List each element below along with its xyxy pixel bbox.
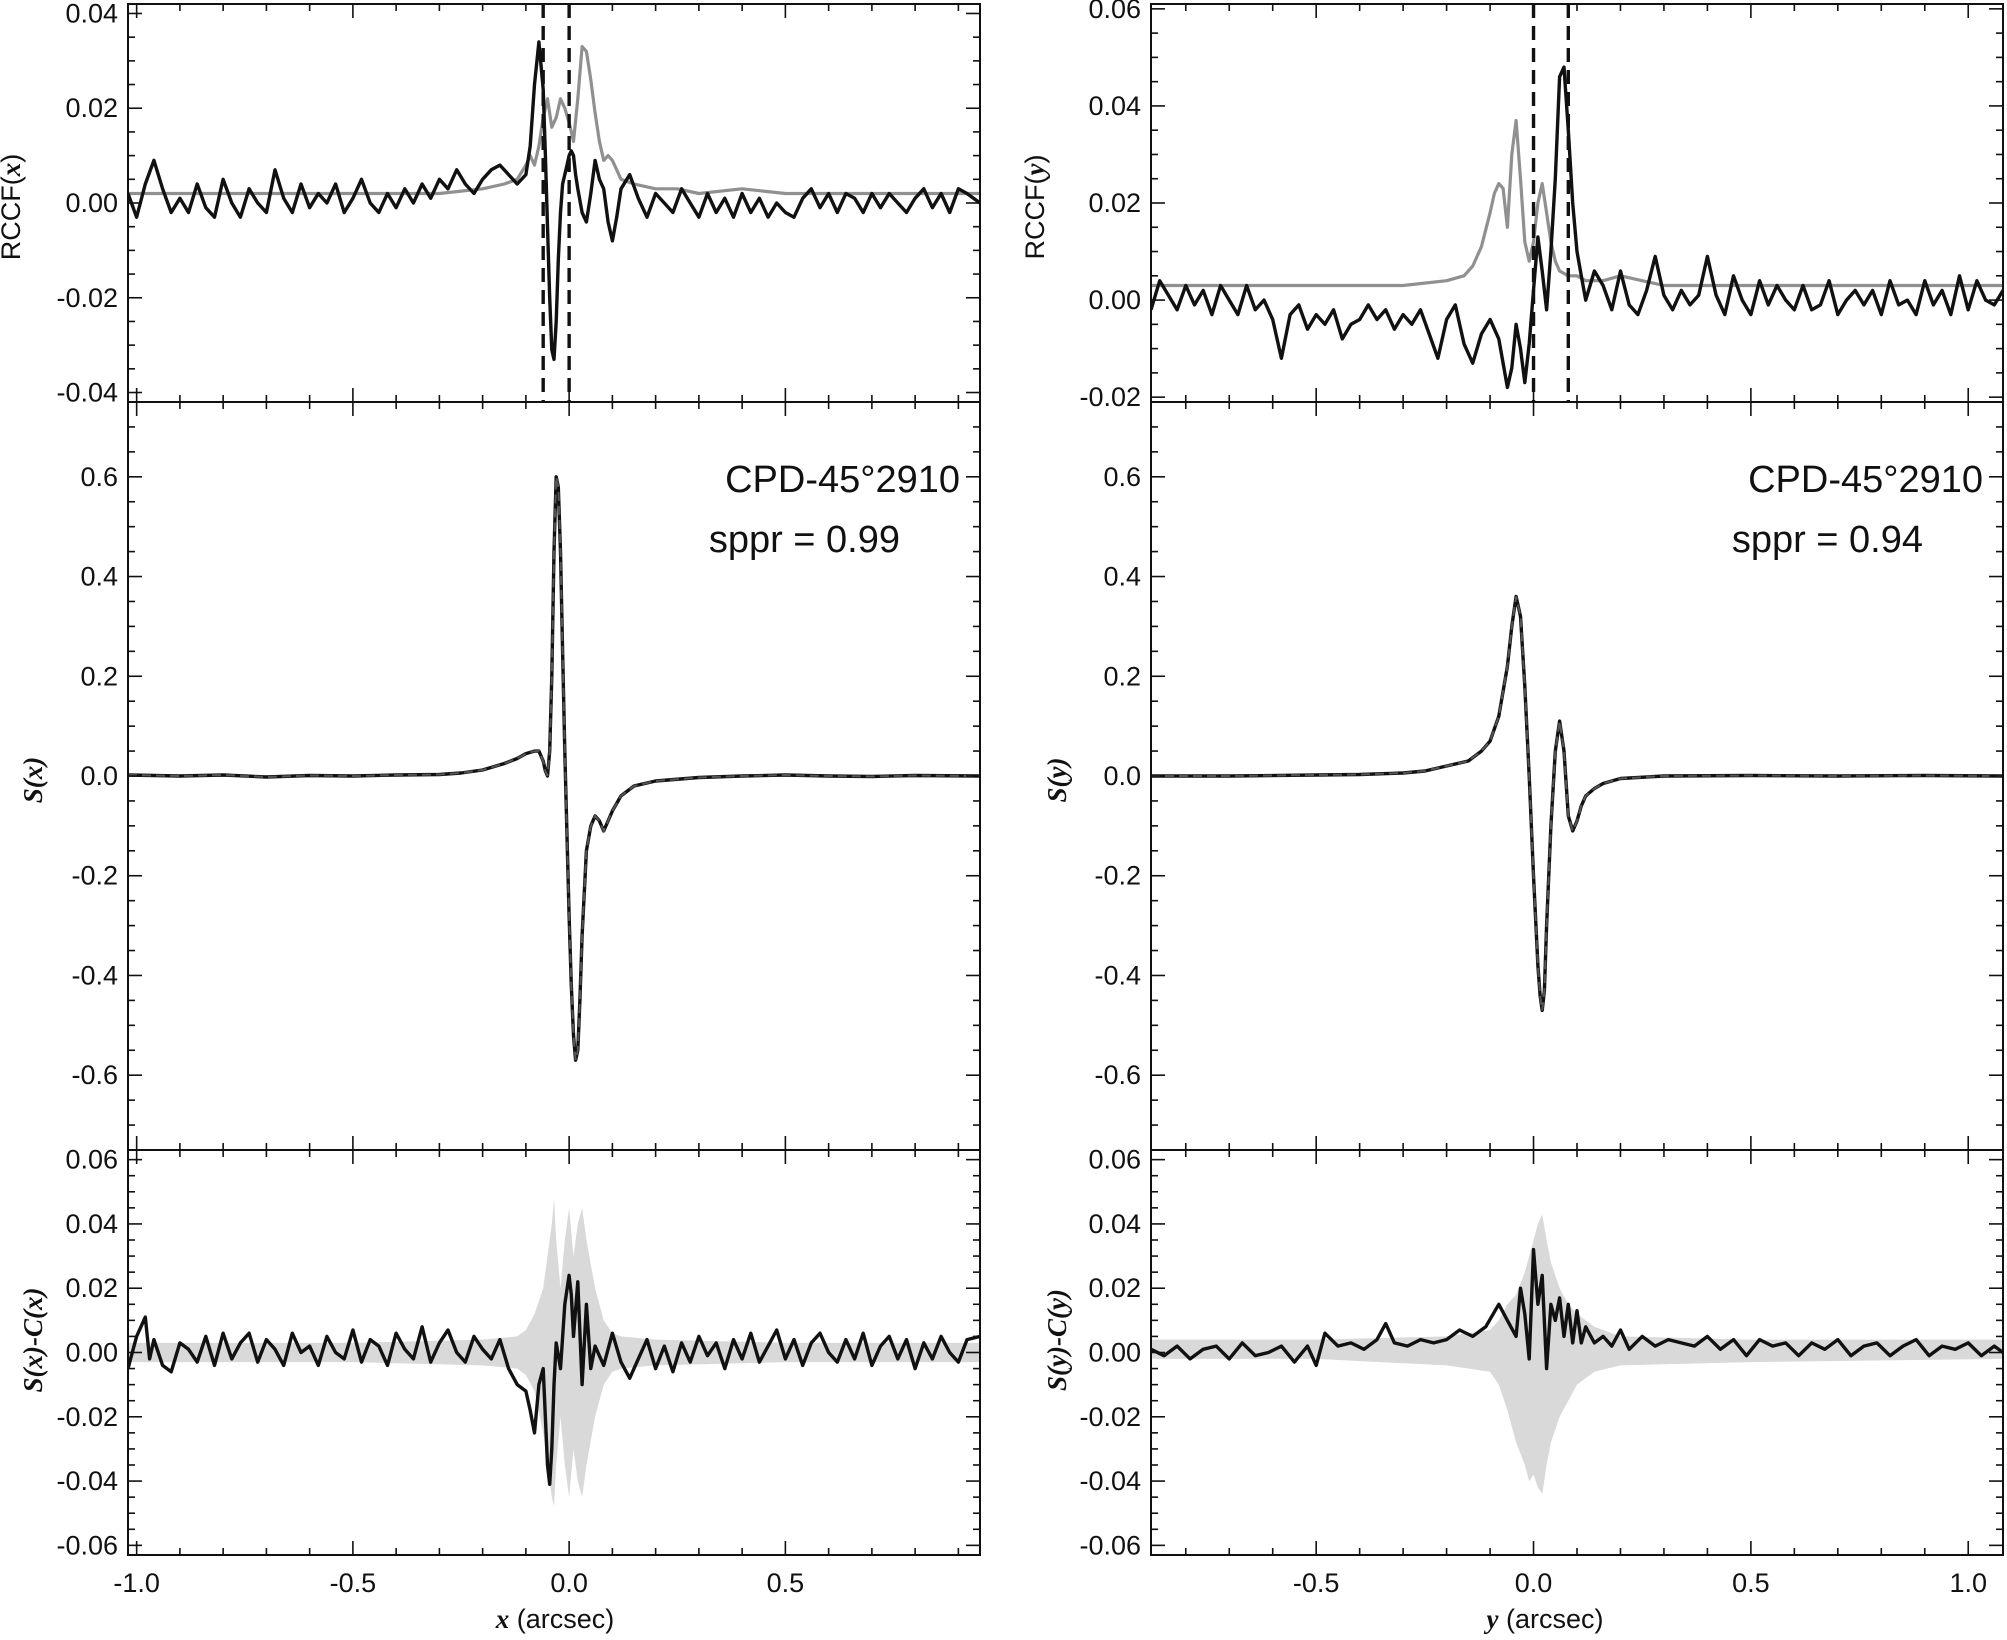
left-bot-xtick-label: 0.0 <box>550 1568 588 1598</box>
left-mid-ytick-label: 0.4 <box>80 562 118 592</box>
panel-rccf-y: -0.02 0.00 0.02 0.04 0.06 <box>1079 0 2004 412</box>
xlabel-right: y (arcsec) <box>1483 1604 1603 1634</box>
right-bot-plot-area <box>1151 1214 2003 1494</box>
left-mid-ytick-label: -0.6 <box>71 1060 118 1090</box>
left-mid-plot-area <box>128 475 980 1062</box>
panel-residual-x: -0.06 -0.04 -0.02 0.00 0.02 0.04 0.06 -1.0 -0.5 0… <box>56 1145 981 1598</box>
right-bot-series-residual <box>1151 1247 2003 1371</box>
left-bot-ytick-label: 0.00 <box>65 1338 118 1368</box>
left-mid-annotation-star: CPD-45°2910 <box>725 459 960 501</box>
left-bot-ytick-label: -0.02 <box>56 1402 118 1432</box>
right-mid-ytick-label: 0.4 <box>1103 562 1141 592</box>
left-bot-ytick-label: 0.06 <box>65 1145 118 1175</box>
left-bot-ytick-label: -0.06 <box>56 1530 118 1560</box>
left-mid-ytick-label: -0.2 <box>71 861 118 891</box>
left-mid-ytick-label: 0.0 <box>80 761 118 791</box>
left-mid-ytick-label: 0.6 <box>80 462 118 492</box>
xlabel-left: x (arcsec) <box>495 1604 615 1634</box>
right-mid-annotation-sppr: sppr = 0.94 <box>1732 519 1923 561</box>
right-mid-ytick-label: 0.0 <box>1103 761 1141 791</box>
left-bot-xtick-label: 0.5 <box>767 1568 805 1598</box>
panel-residual-y: -0.06 -0.04 -0.02 0.00 0.02 0.04 0.06 -0.5 0.0 0.… <box>1079 1145 2004 1598</box>
right-bot-xtick-label: 0.5 <box>1732 1568 1770 1598</box>
panel-rccf-x: -0.04 -0.02 0.00 0.02 0.04 <box>56 0 981 408</box>
left-top-ytick-label: 0.02 <box>65 93 118 123</box>
right-top-ytick-label: 0.00 <box>1088 285 1141 315</box>
right-top-ytick-label: -0.02 <box>1079 382 1141 412</box>
left-mid-series-signal <box>128 475 980 1062</box>
left-bot-xtick-label: -1.0 <box>113 1568 160 1598</box>
right-bot-ytick-label: -0.04 <box>1079 1466 1141 1496</box>
panel-signal-y: -0.6 -0.4 -0.2 0.0 0.2 0.4 0.6 CPD-45°2910 sppr … <box>1094 401 2004 1151</box>
left-top-ytick-label: -0.04 <box>56 378 118 408</box>
right-mid-ytick-label: -0.2 <box>1094 861 1141 891</box>
ylabel-signal-y: S(y) <box>1042 758 1072 803</box>
right-top-series-rccf <box>1151 65 2003 390</box>
left-bot-ytick-label: 0.02 <box>65 1273 118 1303</box>
right-mid-series-signal <box>1151 594 2003 1013</box>
right-bot-ytick-label: 0.00 <box>1088 1338 1141 1368</box>
right-top-ytick-label: 0.02 <box>1088 188 1141 218</box>
left-mid-annotation-sppr: sppr = 0.99 <box>709 519 900 561</box>
left-bot-plot-area <box>128 1198 980 1507</box>
right-mid-annotation-star: CPD-45°2910 <box>1748 459 1983 501</box>
ylabel-rccf-y: RCCF(y) <box>1020 155 1050 260</box>
left-top-ytick-label: 0.00 <box>65 188 118 218</box>
right-mid-ytick-label: -0.4 <box>1094 960 1141 990</box>
left-top-plot-area <box>128 4 980 402</box>
left-bot-ytick-label: 0.04 <box>65 1209 118 1239</box>
panel-signal-x: -0.6 -0.4 -0.2 0.0 0.2 0.4 0.6 CPD-45°2910 sppr … <box>71 401 981 1151</box>
right-mid-plot-area <box>1151 594 2003 1013</box>
right-bot-xtick-label: 1.0 <box>1949 1568 1987 1598</box>
ylabel-residual-y: S(y)-C(y) <box>1042 1289 1072 1391</box>
right-bot-xtick-label: -0.5 <box>1293 1568 1340 1598</box>
left-bot-series-residual <box>128 1273 980 1486</box>
right-top-ytick-label: 0.06 <box>1088 0 1141 24</box>
right-top-plot-area <box>1151 4 2003 402</box>
left-bot-ytick-label: -0.04 <box>56 1466 118 1496</box>
ylabel-residual-x: S(x)-C(x) <box>18 1288 48 1393</box>
right-mid-ytick-label: 0.6 <box>1103 462 1141 492</box>
left-top-series-rccf <box>128 40 980 362</box>
left-top-ytick-label: -0.02 <box>56 283 118 313</box>
right-bot-ytick-label: 0.04 <box>1088 1209 1141 1239</box>
ylabel-rccf-x: RCCF(x) <box>0 154 26 260</box>
right-bot-ytick-label: 0.02 <box>1088 1273 1141 1303</box>
left-mid-series-model <box>128 476 980 1061</box>
right-bot-ytick-label: -0.06 <box>1079 1530 1141 1560</box>
right-top-ytick-label: 0.04 <box>1088 91 1141 121</box>
right-bot-ytick-label: 0.06 <box>1088 1145 1141 1175</box>
right-bot-ytick-label: -0.02 <box>1079 1402 1141 1432</box>
right-mid-series-model <box>1151 596 2003 1011</box>
left-top-series-reference <box>128 45 980 196</box>
left-mid-ytick-label: -0.4 <box>71 960 118 990</box>
ylabel-signal-x: S(x) <box>18 757 48 804</box>
left-bot-xtick-label: -0.5 <box>330 1568 377 1598</box>
right-mid-ytick-label: 0.2 <box>1103 661 1141 691</box>
right-bot-xtick-label: 0.0 <box>1515 1568 1553 1598</box>
left-top-ytick-label: 0.04 <box>65 0 118 28</box>
right-mid-ytick-label: -0.6 <box>1094 1060 1141 1090</box>
right-bot-uncertainty-band <box>1151 1214 2003 1494</box>
left-mid-ytick-label: 0.2 <box>80 661 118 691</box>
